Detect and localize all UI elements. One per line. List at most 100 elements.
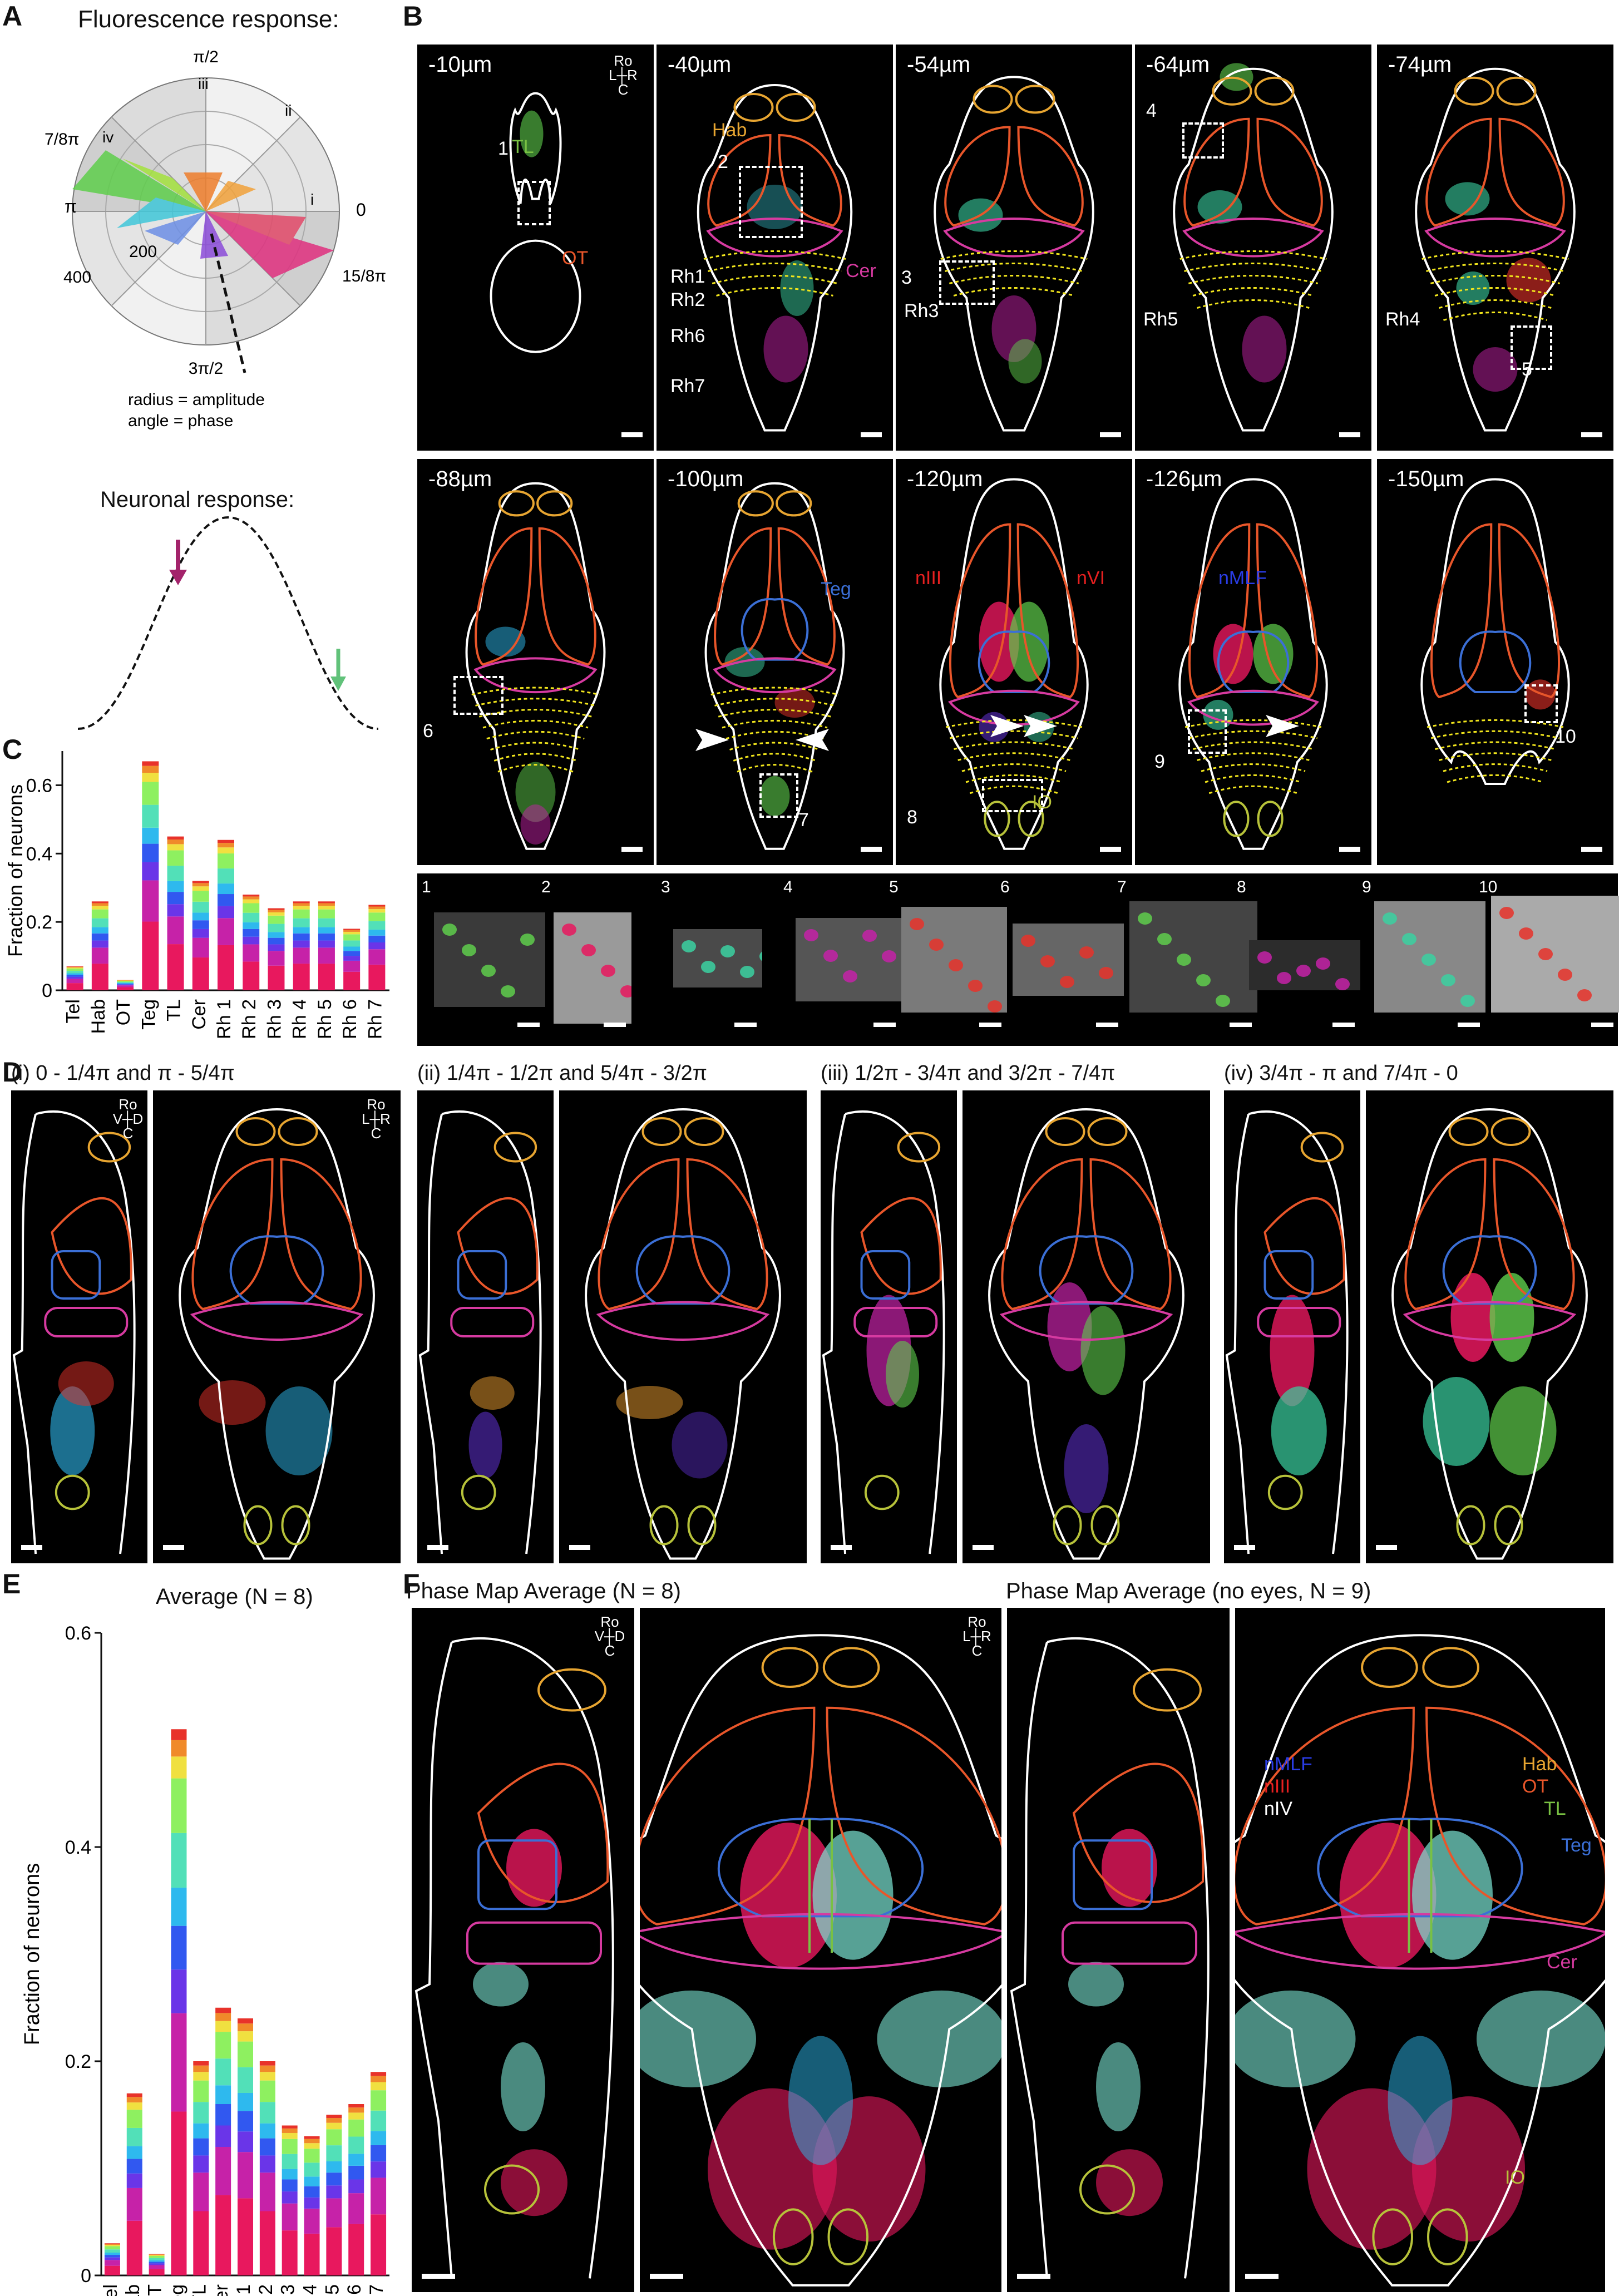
cell-spot <box>759 950 762 962</box>
roi-box <box>1511 325 1552 370</box>
signal-blob <box>1506 258 1551 303</box>
rhombomere-boundary <box>1205 774 1302 783</box>
cell-spot <box>862 930 877 942</box>
panel-letter-a: A <box>2 1 23 32</box>
rhombomere-boundary <box>1188 730 1318 739</box>
x-tick-label: Rh 3 <box>264 999 285 1039</box>
orientation-lr: L┼R <box>362 1110 391 1127</box>
bar <box>293 901 310 990</box>
bar-segment <box>348 2107 364 2113</box>
bar-segment <box>142 880 159 922</box>
f-title-left: Phase Map Average (N = 8) <box>406 1579 681 1603</box>
angle-3pi-half: 3π/2 <box>189 359 223 378</box>
rhombomere-boundary <box>1197 752 1310 761</box>
bar-segment <box>66 966 83 967</box>
roi-number: 1 <box>498 138 509 159</box>
bar-segment <box>293 933 310 941</box>
io-outline <box>281 1505 310 1546</box>
cer-outline <box>1062 1921 1197 1965</box>
side-view-tile <box>417 1090 554 1563</box>
bar-segment <box>368 935 386 942</box>
scale-bar <box>1332 1023 1355 1027</box>
bar-segment <box>91 918 108 927</box>
region-label-niii: nIII <box>915 567 942 589</box>
ot-outline <box>538 527 596 666</box>
io-outline <box>1267 1474 1303 1510</box>
bar <box>66 966 83 990</box>
signal-blob <box>640 1990 756 2087</box>
bar-segment <box>215 2104 231 2126</box>
roi-box <box>1524 684 1558 723</box>
top-view-tile <box>559 1090 807 1563</box>
rhombomere-boundary <box>733 753 817 762</box>
cell-spot <box>1316 957 1330 970</box>
bar-segment <box>126 2093 142 2097</box>
ot-outline <box>191 1158 274 1311</box>
bar-segment <box>318 903 335 906</box>
bar-segment <box>238 2031 253 2042</box>
teg-outline <box>717 1818 924 1918</box>
arrowhead <box>1266 715 1299 737</box>
bar-segment <box>126 2110 142 2128</box>
inset-image <box>1013 924 1124 996</box>
brain-slice-drawing <box>1415 67 1576 432</box>
bar-segment <box>293 947 310 964</box>
cer-outline <box>1424 218 1566 258</box>
bar-segment <box>193 2080 209 2102</box>
bar-segment <box>192 883 209 887</box>
bar-segment <box>126 2127 142 2146</box>
cer-outline <box>1403 1301 1577 1341</box>
bar-segment <box>318 933 335 941</box>
signal-blob <box>520 804 551 845</box>
y-tick-label: 0.2 <box>26 912 52 933</box>
scale-bar <box>621 847 643 852</box>
bar-segment <box>371 2076 387 2082</box>
bar-segment <box>218 853 234 869</box>
cell-spot <box>1099 967 1113 979</box>
signal-blob <box>1445 182 1490 216</box>
orientation-c: C <box>971 1642 983 1659</box>
io-outline <box>1018 801 1044 837</box>
brain-outline <box>988 1108 1184 1560</box>
signal-blob <box>1489 1273 1534 1362</box>
bar-segment <box>259 2080 275 2102</box>
bar-segment <box>104 2244 120 2245</box>
f-title-right: Phase Map Average (no eyes, N = 9) <box>1006 1579 1371 1603</box>
rhombomere-boundary <box>716 287 833 297</box>
bar <box>104 2243 120 2275</box>
cell-spot <box>620 985 631 998</box>
region-label-rh7: Rh7 <box>670 376 705 397</box>
rhombomere-boundary <box>486 730 585 740</box>
brain-outline <box>1173 67 1334 432</box>
inset-number: 5 <box>889 878 899 896</box>
bar-segment <box>238 2131 253 2152</box>
teg-outline <box>1442 1235 1537 1305</box>
inset-image <box>796 918 901 1001</box>
bar-segment <box>142 782 159 805</box>
signal-blob <box>780 260 814 316</box>
bar-segment <box>238 2067 253 2093</box>
brain-slice-tile: -40µm <box>657 45 893 451</box>
roi-number: 10 <box>1555 726 1576 747</box>
cer-outline <box>853 1307 938 1337</box>
rhombomere-boundary <box>1184 263 1322 272</box>
orientation-ro: Ro <box>119 1096 137 1113</box>
rhombomere-boundary <box>945 719 1083 728</box>
bar-segment <box>371 2090 387 2111</box>
cer-outline <box>999 1301 1173 1341</box>
teg-outline <box>1039 1235 1134 1305</box>
bar-segment <box>192 920 209 929</box>
bar-segment <box>343 929 361 930</box>
orientation-c: C <box>604 1642 615 1659</box>
brain-outline <box>1010 1637 1210 2279</box>
roi-box <box>517 181 551 225</box>
rhombomere-boundary <box>949 730 1079 739</box>
signal-blob <box>1339 1823 1437 1968</box>
region-label-rh5: Rh5 <box>1143 309 1178 330</box>
x-tick-label: Cer <box>211 2284 232 2296</box>
bar-segment <box>192 912 209 921</box>
phase-map-drawing <box>1010 1637 1210 2279</box>
region-label-nvi: nVI <box>1077 567 1105 589</box>
bar-segment <box>218 843 234 848</box>
inset-number: 3 <box>661 878 670 896</box>
